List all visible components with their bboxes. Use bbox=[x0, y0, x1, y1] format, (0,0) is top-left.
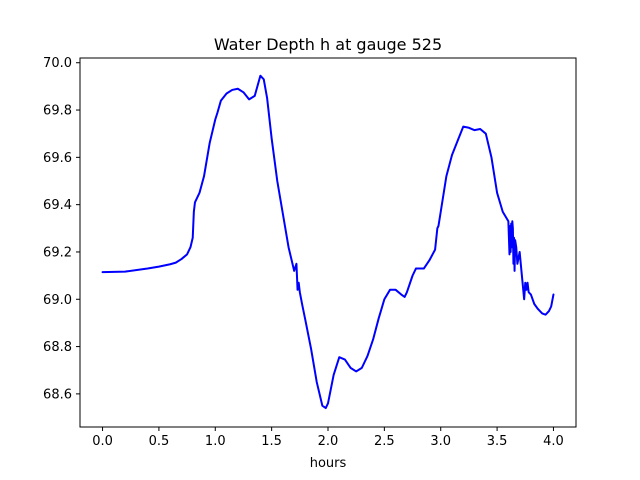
y-tick-label: 69.4 bbox=[43, 198, 72, 213]
y-tick-label: 69.6 bbox=[43, 151, 72, 166]
y-tick-label: 70.0 bbox=[43, 56, 72, 71]
series-line-0 bbox=[101, 74, 555, 410]
x-axis-label: hours bbox=[310, 456, 347, 471]
y-tick-label: 69.8 bbox=[43, 104, 72, 119]
x-tick-label: 1.5 bbox=[261, 434, 282, 449]
series-layer bbox=[101, 74, 555, 410]
x-tick-label: 3.5 bbox=[487, 434, 508, 449]
x-tick-label: 3.0 bbox=[430, 434, 451, 449]
x-tick-label: 0.5 bbox=[149, 434, 170, 449]
plot-area bbox=[79, 57, 577, 428]
y-axis: 68.6 68.8 69.0 69.2 69.4 69.6 69.8 70.0 bbox=[43, 56, 80, 402]
y-tick-label: 68.6 bbox=[43, 387, 72, 402]
x-tick-label: 2.5 bbox=[374, 434, 395, 449]
x-tick-label: 4.0 bbox=[543, 434, 564, 449]
x-tick-label: 0.0 bbox=[92, 434, 113, 449]
x-tick-label: 1.0 bbox=[205, 434, 226, 449]
y-tick-label: 69.2 bbox=[43, 245, 72, 260]
y-tick-label: 68.8 bbox=[43, 340, 72, 355]
x-axis: 0.0 0.5 1.0 1.5 2.0 2.5 3.0 3.5 4.0 bbox=[92, 427, 564, 449]
x-tick-label: 2.0 bbox=[318, 434, 339, 449]
chart-title: Water Depth h at gauge 525 bbox=[214, 35, 442, 54]
y-tick-label: 69.0 bbox=[43, 293, 72, 308]
